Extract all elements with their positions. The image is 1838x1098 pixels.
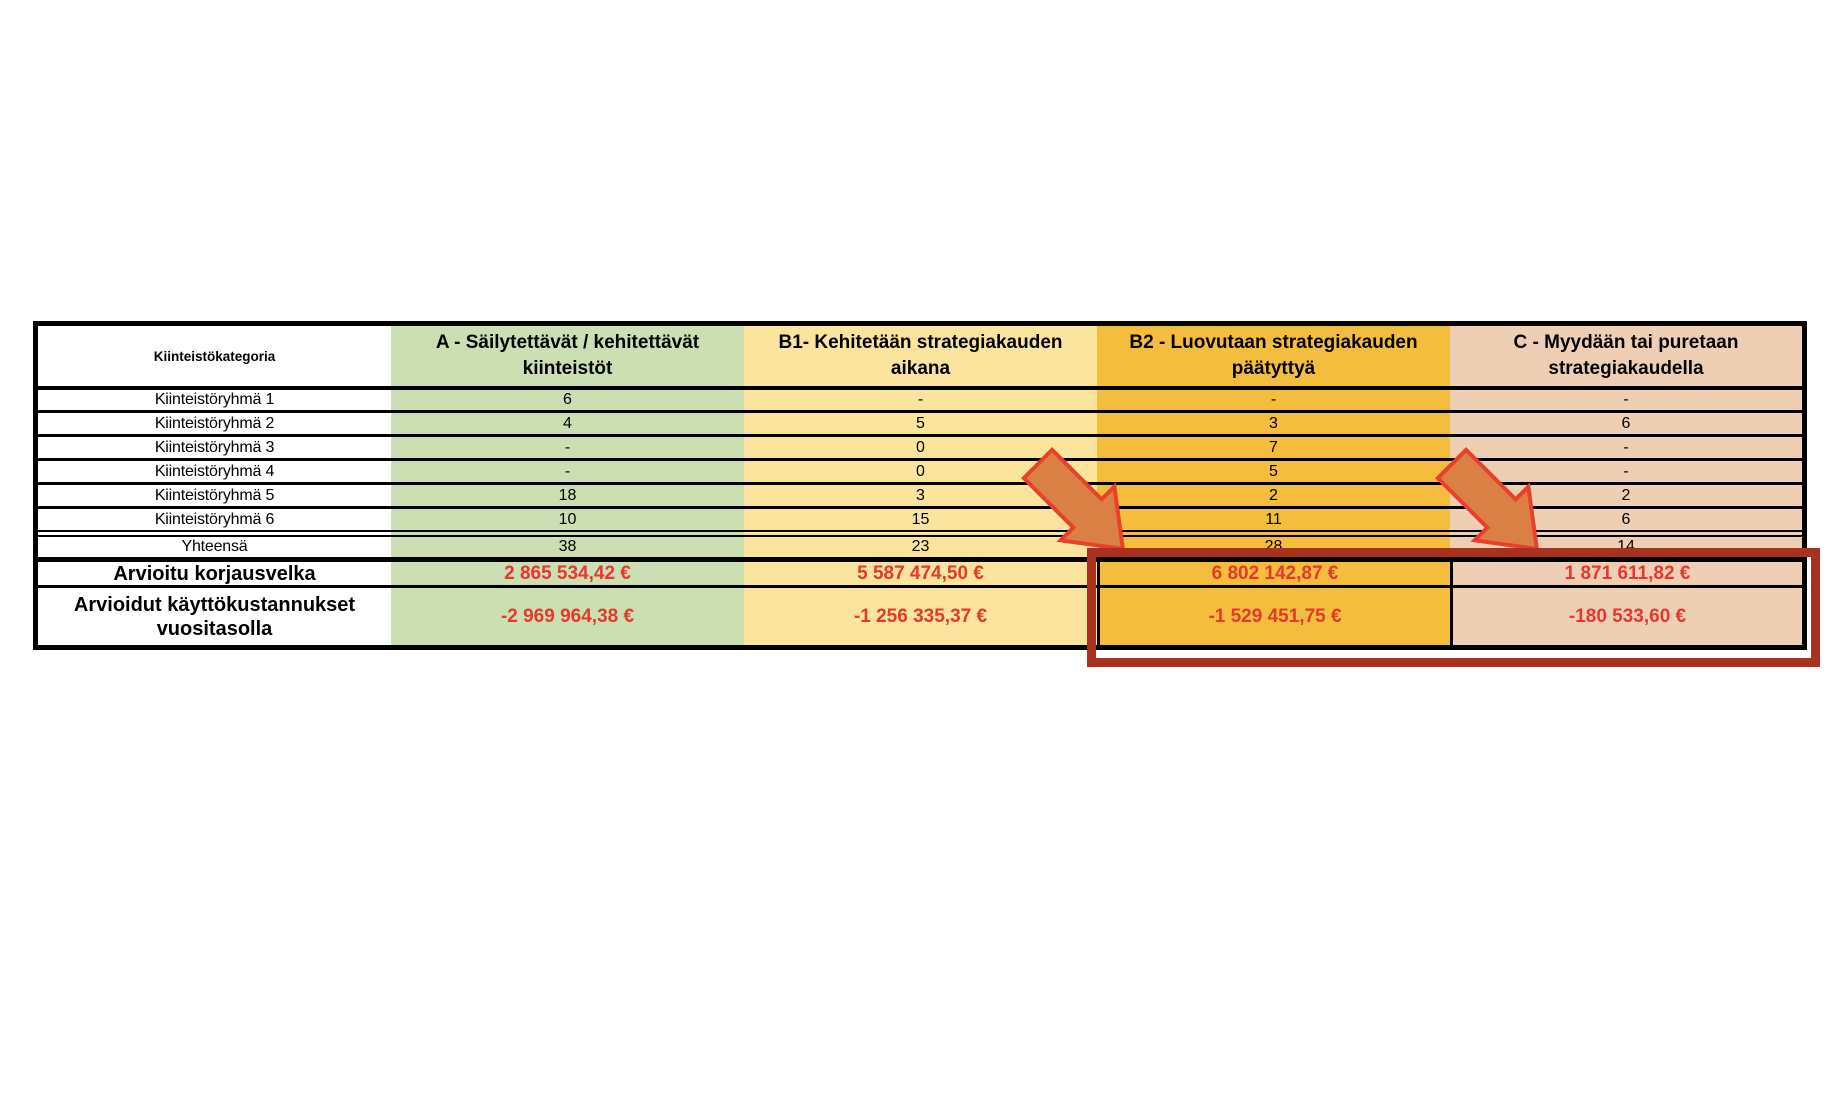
table-cell: 6: [391, 386, 744, 410]
totals-cell: 38: [391, 530, 744, 557]
table-cell: -: [1450, 434, 1802, 458]
operating-costs-cell: -1 529 451,75 €: [1097, 585, 1450, 645]
table-cell: 11: [1097, 506, 1450, 530]
operating-costs-cell: -1 256 335,37 €: [744, 585, 1097, 645]
totals-row-label: Yhteensä: [38, 530, 391, 557]
table-cell: -: [1450, 386, 1802, 410]
table-cell: -: [391, 434, 744, 458]
table-cell: 2: [1097, 482, 1450, 506]
row-label: Kiinteistöryhmä 5: [38, 482, 391, 506]
table-cell: 7: [1097, 434, 1450, 458]
table-cell: -: [1450, 458, 1802, 482]
repair-debt-label: Arvioitu korjausvelka: [38, 557, 391, 585]
column-header-c: C - Myydään tai puretaan strategiakaudel…: [1450, 326, 1802, 386]
table-cell: 10: [391, 506, 744, 530]
table-cell: 3: [1097, 410, 1450, 434]
row-label: Kiinteistöryhmä 2: [38, 410, 391, 434]
table-cell: 4: [391, 410, 744, 434]
repair-debt-cell: 2 865 534,42 €: [391, 557, 744, 585]
row-label: Kiinteistöryhmä 6: [38, 506, 391, 530]
repair-debt-cell: 5 587 474,50 €: [744, 557, 1097, 585]
table-cell: -: [744, 386, 1097, 410]
property-category-table: Kiinteistökategoria A - Säilytettävät / …: [33, 321, 1807, 650]
table-cell: 18: [391, 482, 744, 506]
column-header-b2: B2 - Luovutaan strategiakauden päätyttyä: [1097, 326, 1450, 386]
highlight-arrow-b2-icon: [1021, 447, 1126, 552]
highlight-box: [1087, 548, 1820, 667]
row-label: Kiinteistöryhmä 1: [38, 386, 391, 410]
column-header-a: A - Säilytettävät / kehitettävät kiintei…: [391, 326, 744, 386]
row-label: Kiinteistöryhmä 3: [38, 434, 391, 458]
highlight-arrow-c-icon: [1435, 447, 1540, 552]
totals-cell: 23: [744, 530, 1097, 557]
table-cell: 15: [744, 506, 1097, 530]
table-cell: 5: [1097, 458, 1450, 482]
operating-costs-cell: -180 533,60 €: [1450, 585, 1802, 645]
row-label: Kiinteistöryhmä 4: [38, 458, 391, 482]
repair-debt-cell: 1 871 611,82 €: [1450, 557, 1802, 585]
table-cell: -: [391, 458, 744, 482]
corner-header: Kiinteistökategoria: [153, 348, 276, 364]
operating-costs-cell: -2 969 964,38 €: [391, 585, 744, 645]
table-cell: 6: [1450, 410, 1802, 434]
repair-debt-cell: 6 802 142,87 €: [1097, 557, 1450, 585]
table-cell: 5: [744, 410, 1097, 434]
table-cell: 0: [744, 434, 1097, 458]
column-header-b1: B1- Kehitetään strategiakauden aikana: [744, 326, 1097, 386]
table-cell: -: [1097, 386, 1450, 410]
operating-costs-label: Arvioidut käyttökustannukset vuositasoll…: [38, 585, 391, 645]
